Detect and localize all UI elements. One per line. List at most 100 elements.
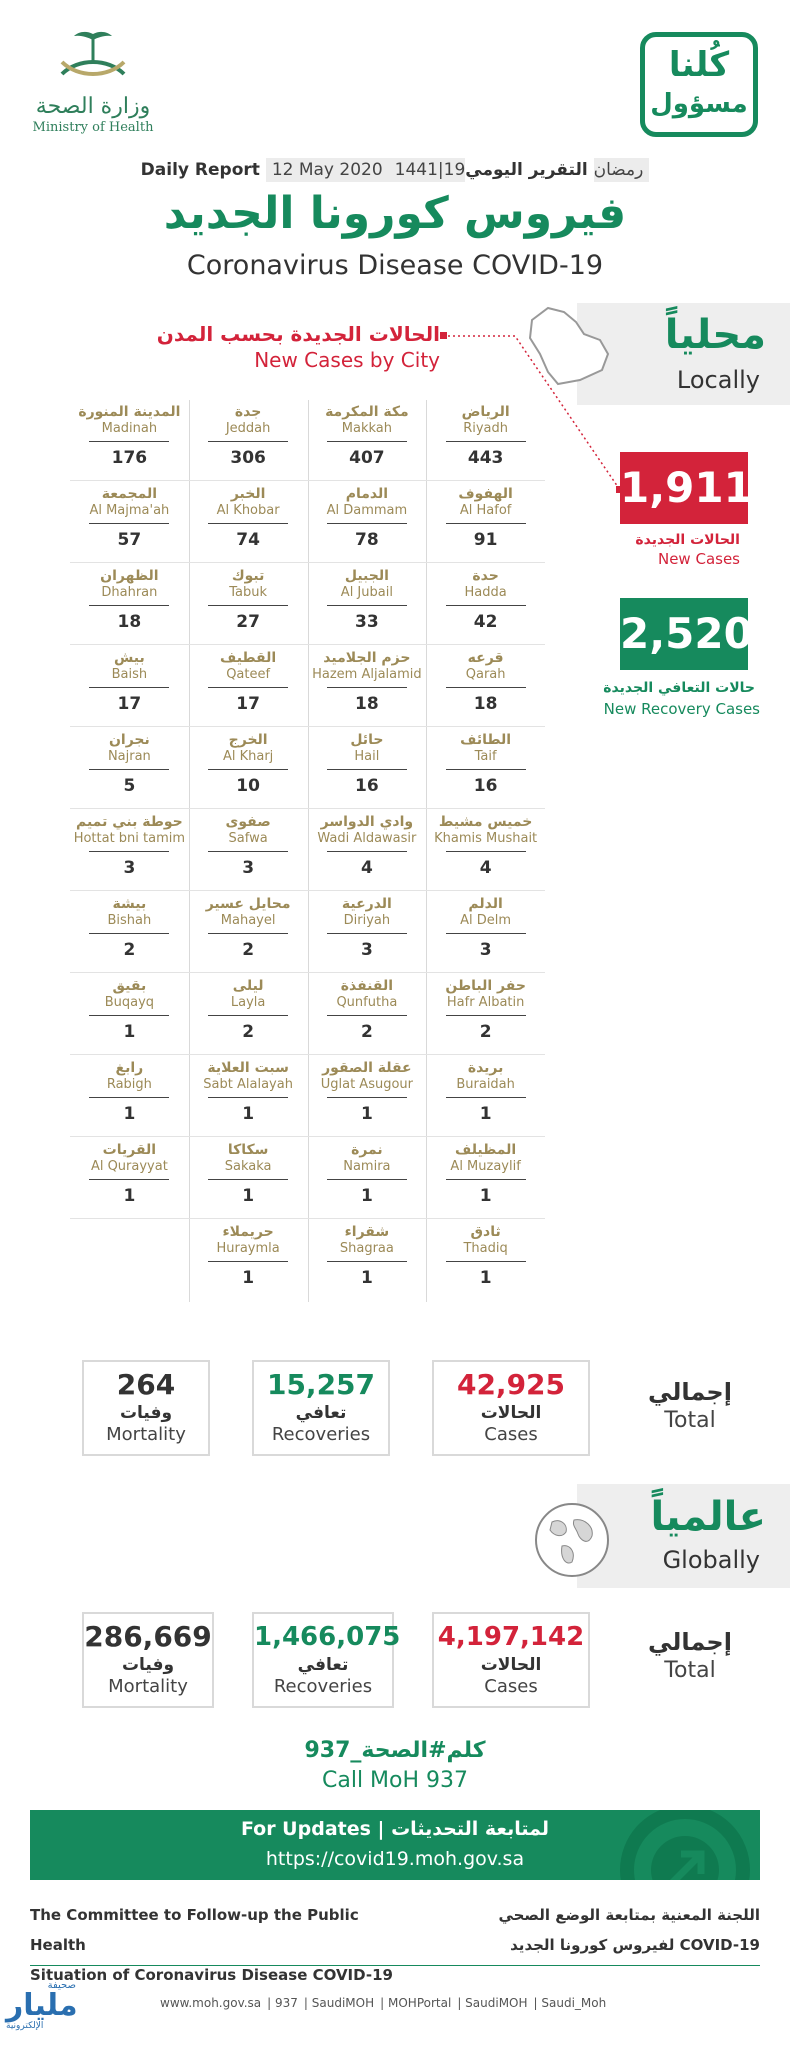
city-new-cases: 1	[242, 1186, 255, 1206]
page-title-ar: فيروس كورونا الجديد	[163, 188, 627, 239]
local-recoveries-label-en: Recoveries	[271, 1424, 371, 1445]
city-name-ar: بقيق	[112, 978, 147, 994]
city-cell: الدلم Al Delm 3	[426, 892, 545, 974]
city-divider	[208, 933, 289, 934]
city-new-cases: 1	[360, 1104, 373, 1124]
city-divider	[89, 523, 170, 524]
city-cell: الخرج Al Kharj 10	[189, 728, 308, 810]
city-cell: سبت العلاية Sabt Alalayah 1	[189, 1056, 308, 1138]
city-name-en: Makkah	[341, 421, 392, 436]
local-cases-card: 42,925 الحالات Cases	[432, 1360, 590, 1456]
city-name-ar: شقراء	[344, 1224, 390, 1240]
new-recovery-label-en: New Recovery Cases	[603, 700, 760, 718]
global-recoveries-value: 1,466,075	[254, 1622, 401, 1652]
campaign-line2: مسؤول	[650, 89, 748, 119]
city-divider	[445, 441, 526, 442]
city-cell: بقيق Buqayq 1	[70, 974, 189, 1056]
city-name-en: Qunfutha	[336, 995, 398, 1010]
local-total-label-en: Total	[664, 1408, 716, 1433]
global-cases-label-ar: الحالات	[480, 1655, 542, 1675]
city-new-cases: 3	[242, 858, 255, 878]
city-divider	[208, 523, 289, 524]
city-name-en: Hottat bni tamim	[73, 831, 186, 846]
city-cell: حزم الجلاميد Hazem Aljalamid 18	[308, 646, 427, 728]
city-new-cases: 33	[355, 612, 379, 632]
local-mortality-value: 264	[116, 1368, 176, 1401]
city-new-cases: 16	[473, 776, 498, 796]
city-cell: الخبر Al Khobar 74	[189, 482, 308, 564]
footer-link-phone[interactable]: 937	[275, 1996, 298, 2010]
city-new-cases: 3	[360, 940, 373, 960]
global-total-label-en: Total	[664, 1658, 716, 1683]
new-cases-label-en: New Cases	[657, 550, 740, 568]
footer-link-facebook[interactable]: SaudiMOH	[465, 1996, 528, 2010]
city-name-ar: المجمعة	[101, 486, 158, 502]
city-new-cases: 4	[479, 858, 492, 878]
global-recoveries-label-en: Recoveries	[273, 1676, 373, 1697]
footer-link-twitter[interactable]: SaudiMOH	[311, 1996, 375, 2010]
city-name-ar: محايل عسير	[205, 896, 291, 912]
banner-bottom-cover	[30, 1880, 760, 1918]
city-cell: ثادق Thadiq 1	[426, 1220, 545, 1302]
global-label-ar: عالمياً	[650, 1494, 766, 1540]
footer-link-youtube[interactable]: MOHPortal	[388, 1996, 452, 2010]
city-divider	[208, 605, 289, 606]
local-recoveries-value: 15,257	[266, 1368, 376, 1401]
hotline-en: Call MoH 937	[321, 1768, 469, 1793]
city-new-cases: 18	[473, 694, 498, 714]
city-divider	[89, 933, 170, 934]
city-name-en: Sabt Alalayah	[203, 1077, 293, 1092]
grid-row-divider	[70, 1054, 545, 1055]
city-cell: عقلة الصقور Uglat Asugour 1	[308, 1056, 427, 1138]
city-name-en: Layla	[230, 995, 266, 1010]
local-mortality-label-en: Mortality	[106, 1424, 186, 1445]
city-divider	[208, 441, 289, 442]
city-divider	[326, 605, 407, 606]
city-new-cases: 78	[355, 530, 379, 550]
city-new-cases: 1	[242, 1268, 255, 1288]
footer-link-web[interactable]: www.moh.gov.sa	[160, 1996, 262, 2010]
city-name-ar: الهفوف	[458, 486, 513, 502]
city-new-cases: 2	[242, 1022, 255, 1042]
hotline-ar: كلم#الصحة_937	[304, 1738, 486, 1763]
new-recovery-label-ar: حالات التعافي الجديدة	[603, 680, 755, 696]
city-new-cases: 17	[236, 694, 260, 714]
city-name-ar: القنفذة	[340, 978, 394, 994]
grid-column-divider	[307, 400, 309, 1302]
city-cell: سكاكا Sakaka 1	[189, 1138, 308, 1220]
city-name-en: Qarah	[465, 667, 506, 682]
city-divider	[445, 523, 526, 524]
city-name-en: Buqayq	[104, 995, 155, 1010]
city-name-ar: حوطة بني تميم	[75, 814, 183, 830]
city-name-en: Jeddah	[225, 421, 271, 436]
city-cell: المظيلف Al Muzaylif 1	[426, 1138, 545, 1220]
city-name-ar: ليلى	[232, 978, 264, 994]
local-mortality-label-ar: وفيات	[119, 1403, 173, 1423]
city-name-en: Al Khobar	[216, 503, 280, 518]
city-divider	[326, 1097, 407, 1098]
city-name-en: Riyadh	[463, 421, 509, 436]
city-name-en: Al Muzaylif	[450, 1159, 521, 1174]
city-new-cases: 3	[123, 858, 136, 878]
grid-row-divider	[70, 1218, 545, 1219]
city-name-en: Wadi Aldawasir	[317, 831, 417, 846]
city-name-en: Qateef	[226, 667, 271, 682]
city-cell: القنفذة Qunfutha 2	[308, 974, 427, 1056]
city-divider	[208, 1179, 289, 1180]
city-name-ar: قرعه	[467, 650, 504, 666]
city-cell: حائل Hail 16	[308, 728, 427, 810]
city-divider	[445, 687, 526, 688]
updates-url-link[interactable]: https://covid19.moh.gov.sa	[265, 1848, 525, 1870]
city-name-ar: القطيف	[220, 650, 277, 666]
city-cell: نمرة Namira 1	[308, 1138, 427, 1220]
newspaper-logo: صحيفة مليار الإلكترونية	[6, 1980, 106, 2044]
city-cell: بيش Baish 17	[70, 646, 189, 728]
global-label-en: Globally	[662, 1546, 760, 1574]
city-new-cases: 1	[242, 1104, 255, 1124]
city-new-cases: 18	[355, 694, 379, 714]
footer-link-snapchat[interactable]: Saudi_Moh	[541, 1996, 607, 2010]
local-cases-label-en: Cases	[484, 1424, 538, 1445]
city-new-cases: 27	[236, 612, 260, 632]
report-label-ar: التقرير اليومي	[465, 160, 588, 180]
local-recoveries-card: 15,257 تعافي Recoveries	[252, 1360, 390, 1456]
